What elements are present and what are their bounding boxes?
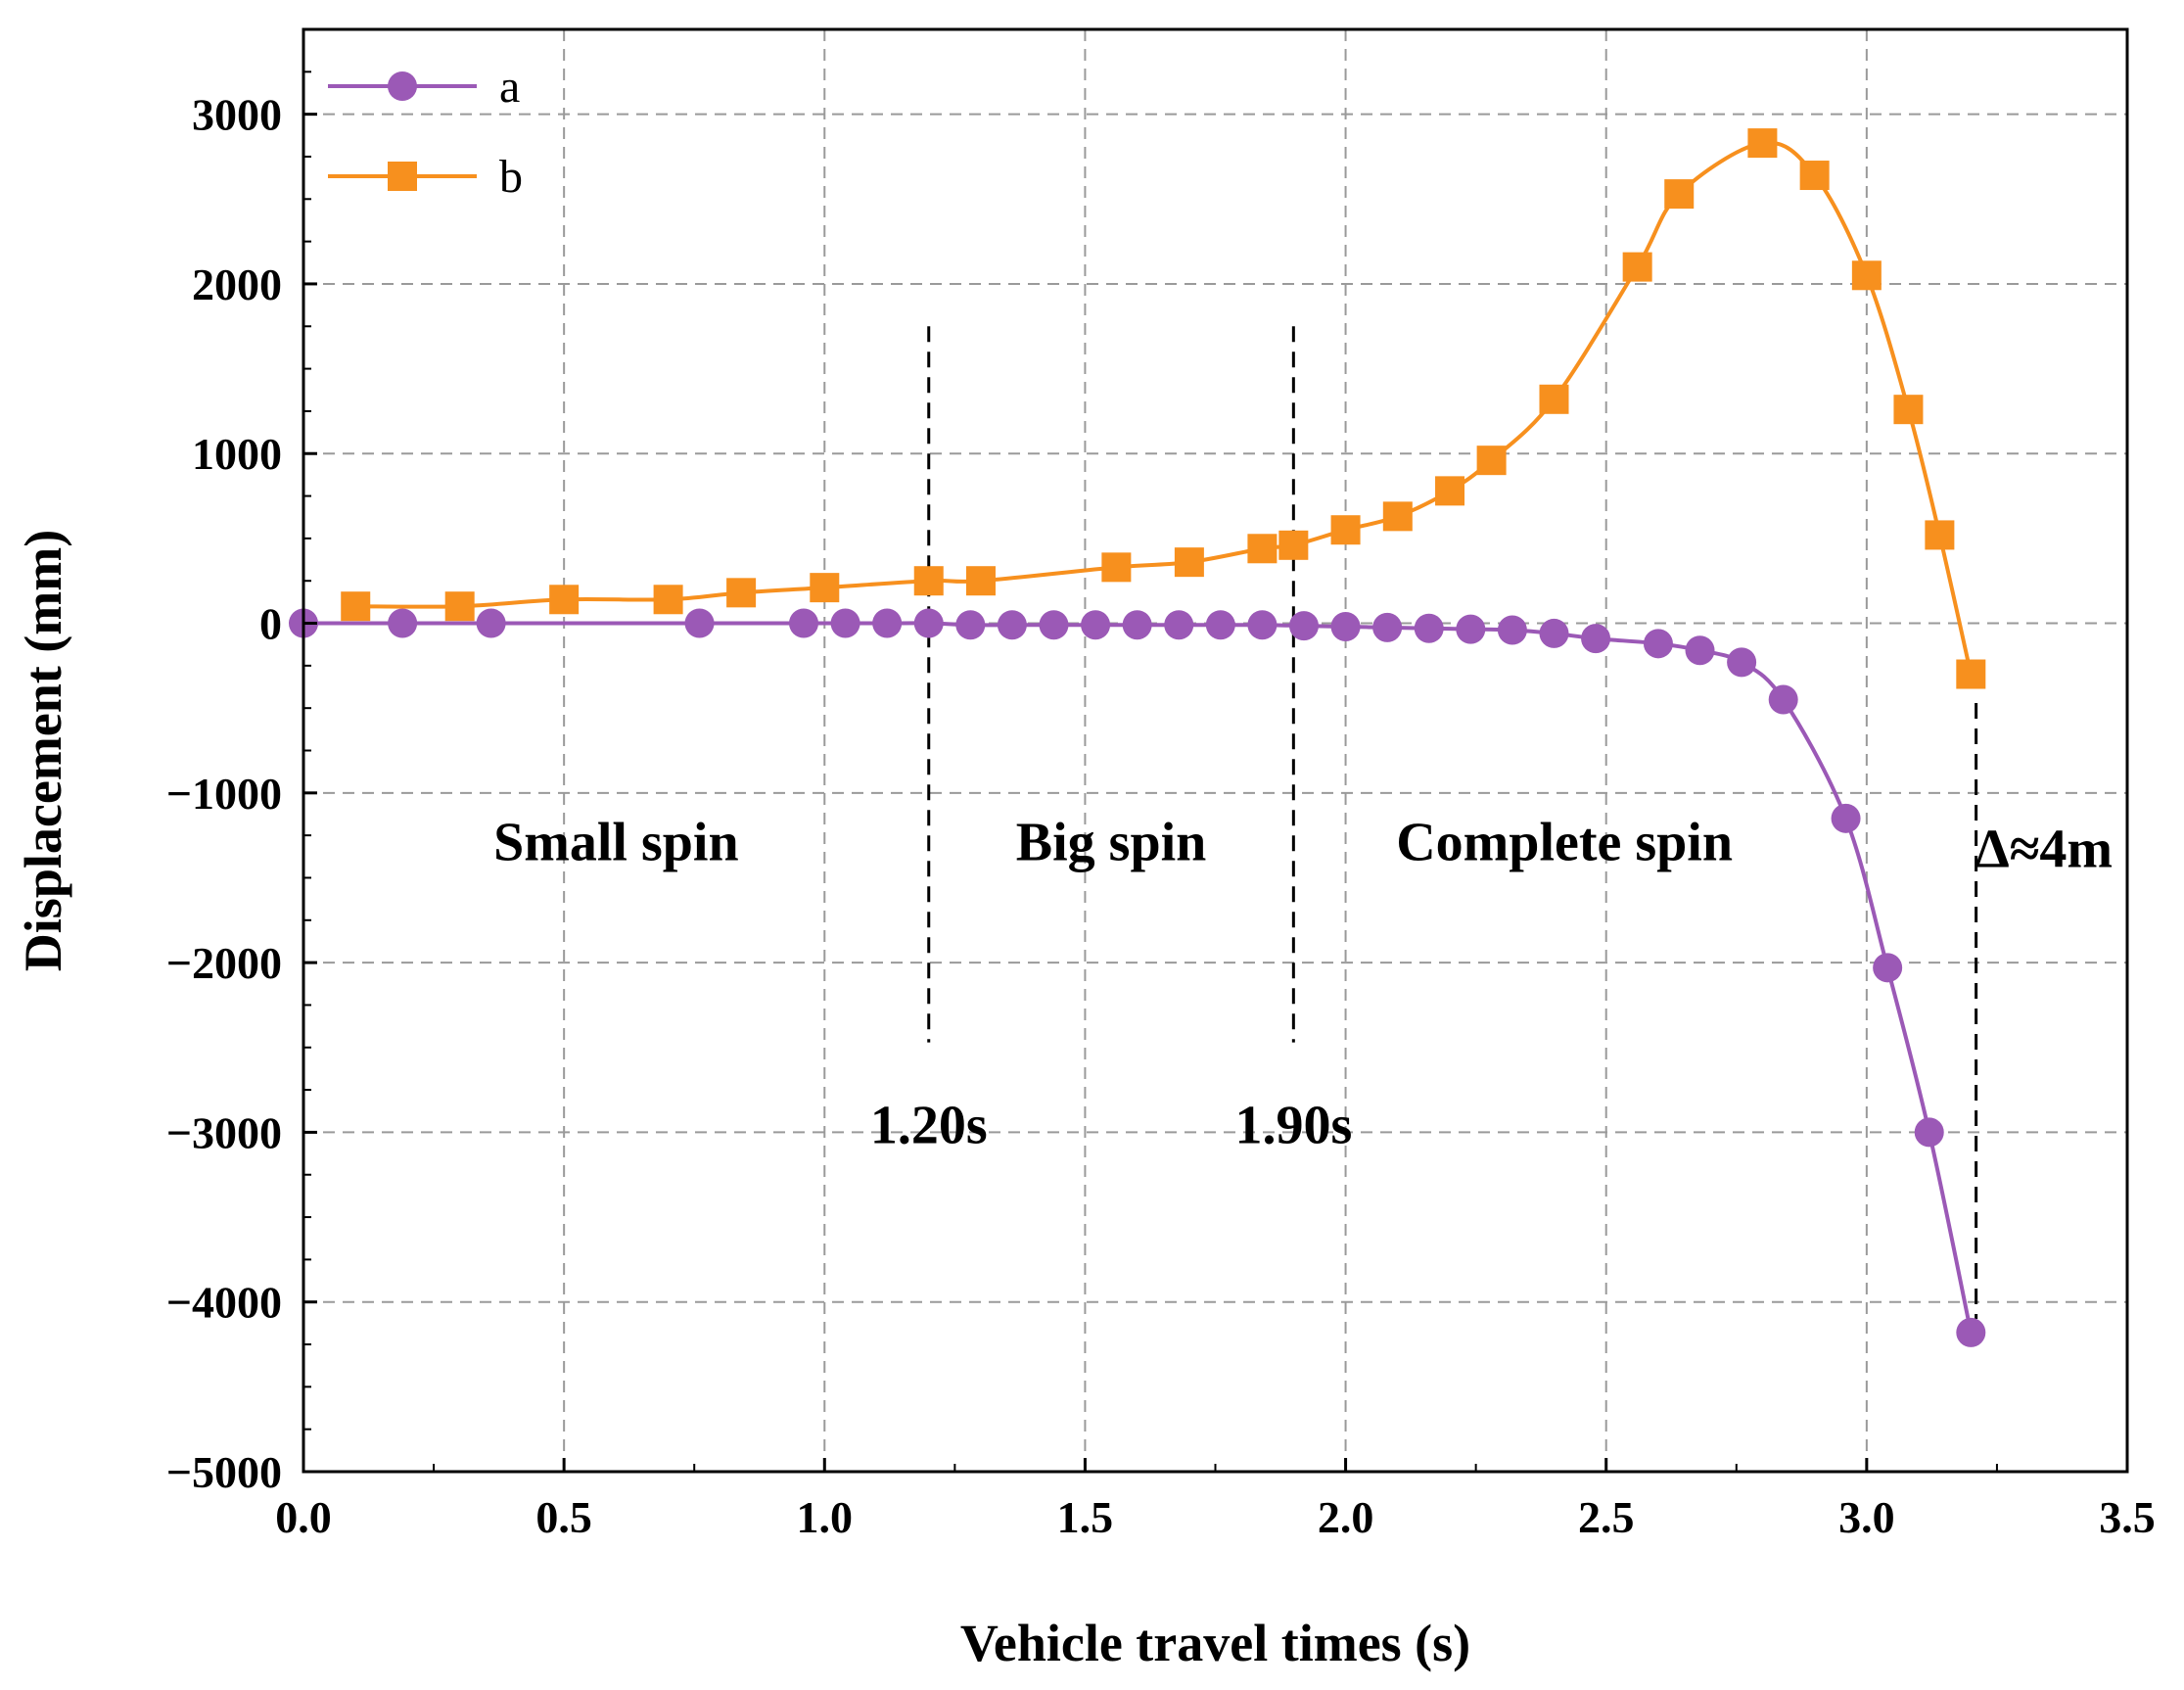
series-a-point bbox=[684, 608, 715, 638]
y-tick-label: −1000 bbox=[166, 769, 282, 819]
series-a-point bbox=[1122, 610, 1152, 640]
series-a-point bbox=[1643, 629, 1673, 659]
legend-item-a[interactable]: a bbox=[328, 61, 520, 113]
series-a-point bbox=[1247, 610, 1278, 640]
x-tick-label: 2.5 bbox=[1578, 1492, 1635, 1542]
series-a-point bbox=[1956, 1317, 1986, 1347]
series-b-point bbox=[1330, 515, 1361, 545]
y-tick-label: −2000 bbox=[166, 938, 282, 988]
series-a-point bbox=[1205, 610, 1235, 640]
series-b-point bbox=[726, 578, 757, 608]
legend-item-b[interactable]: b bbox=[328, 151, 523, 203]
series-b-point bbox=[1893, 395, 1924, 425]
series-b-point bbox=[444, 591, 475, 622]
series-a-point bbox=[1768, 684, 1798, 715]
series-a-point bbox=[872, 608, 903, 638]
series-b-point bbox=[1664, 179, 1695, 210]
series-layer bbox=[289, 128, 1986, 1347]
x-tick-label: 0.5 bbox=[535, 1492, 592, 1542]
x-tick-label: 3.5 bbox=[2099, 1492, 2156, 1542]
divider-lines bbox=[927, 326, 1978, 1320]
y-tick-label: 2000 bbox=[192, 259, 282, 309]
y-tick-label: 0 bbox=[259, 599, 282, 649]
series-a bbox=[289, 608, 1986, 1347]
series-a-point bbox=[1685, 635, 1715, 666]
series-b-point bbox=[1747, 128, 1778, 159]
series-b-point bbox=[549, 585, 580, 615]
series-b-point bbox=[1539, 384, 1569, 414]
legend-marker-square bbox=[388, 162, 417, 191]
series-a-point bbox=[1581, 624, 1611, 654]
legend-marker-circle bbox=[388, 71, 417, 101]
annotation-label: 1.20s bbox=[870, 1096, 988, 1156]
y-tick-label: −4000 bbox=[166, 1278, 282, 1328]
y-tick-label: −5000 bbox=[166, 1447, 282, 1497]
series-b-point bbox=[1476, 446, 1507, 476]
tick-labels: 0.0 0.5 1.0 1.5 2.0 2.5 3.0 3.5 −5000 −4000 −3000 −… bbox=[166, 90, 2156, 1542]
series-a-point bbox=[1039, 610, 1069, 640]
series-a-point bbox=[1164, 610, 1194, 640]
series-a-point bbox=[1539, 618, 1569, 648]
series-a-point bbox=[913, 608, 944, 638]
series-a-point bbox=[1914, 1117, 1944, 1148]
x-tick-label: 0.0 bbox=[275, 1492, 332, 1542]
series-b-point bbox=[810, 573, 840, 603]
x-tick-label: 2.0 bbox=[1318, 1492, 1374, 1542]
series-b-point bbox=[1851, 260, 1882, 291]
series-b-point bbox=[1174, 547, 1204, 578]
series-b-point bbox=[341, 591, 371, 622]
series-a-point bbox=[1414, 613, 1444, 643]
series-a-point bbox=[1081, 610, 1111, 640]
x-tick-label: 3.0 bbox=[1838, 1492, 1895, 1542]
series-b-point bbox=[1382, 501, 1413, 532]
series-a-point bbox=[1497, 615, 1527, 645]
annotation-label: Big spin bbox=[1016, 812, 1207, 872]
series-a-point bbox=[997, 610, 1027, 640]
series-b-point bbox=[1799, 161, 1830, 191]
legend-label: a bbox=[499, 61, 520, 113]
y-tick-label: −3000 bbox=[166, 1107, 282, 1157]
ticks bbox=[302, 70, 2129, 1474]
y-axis-title: Displacement (mm) bbox=[14, 530, 72, 971]
x-axis-title: Vehicle travel times (s) bbox=[960, 1614, 1470, 1672]
series-b-point bbox=[1435, 476, 1465, 506]
legend-label: b bbox=[499, 151, 523, 203]
series-a-point bbox=[1873, 953, 1903, 983]
series-a-point bbox=[1288, 611, 1319, 641]
annotations: Small spin Big spin Complete spin Δ≈4m 1.20s… bbox=[493, 812, 2113, 1155]
series-a-point bbox=[788, 608, 818, 638]
series-b bbox=[341, 128, 1986, 689]
series-b-point bbox=[1956, 659, 1986, 689]
annotation-label: Complete spin bbox=[1396, 812, 1733, 872]
series-b-point bbox=[653, 585, 683, 615]
y-tick-label: 3000 bbox=[192, 90, 282, 140]
series-a-point bbox=[388, 608, 418, 638]
series-b-point bbox=[1278, 530, 1309, 560]
annotation-label: 1.90s bbox=[1234, 1096, 1352, 1156]
x-tick-label: 1.5 bbox=[1057, 1492, 1114, 1542]
series-a-point bbox=[1456, 614, 1486, 644]
x-tick-label: 1.0 bbox=[797, 1492, 854, 1542]
series-a-point bbox=[955, 610, 986, 640]
series-a-point bbox=[476, 608, 506, 638]
series-b-point bbox=[1622, 252, 1652, 282]
series-b-point bbox=[1247, 534, 1278, 564]
series-b-point bbox=[1925, 520, 1955, 550]
series-a-point bbox=[1727, 647, 1757, 678]
legend[interactable]: ab bbox=[328, 61, 523, 203]
series-b-point bbox=[965, 566, 996, 596]
annotation-label: Small spin bbox=[493, 812, 739, 872]
series-a-point bbox=[830, 608, 860, 638]
series-a-point bbox=[1330, 611, 1361, 641]
series-b-point bbox=[1101, 552, 1132, 583]
annotation-label: Δ≈4m bbox=[1975, 819, 2114, 879]
series-a-point bbox=[1372, 612, 1403, 642]
series-b-point bbox=[913, 566, 944, 596]
y-tick-label: 1000 bbox=[192, 429, 282, 479]
series-a-point bbox=[1831, 803, 1861, 833]
